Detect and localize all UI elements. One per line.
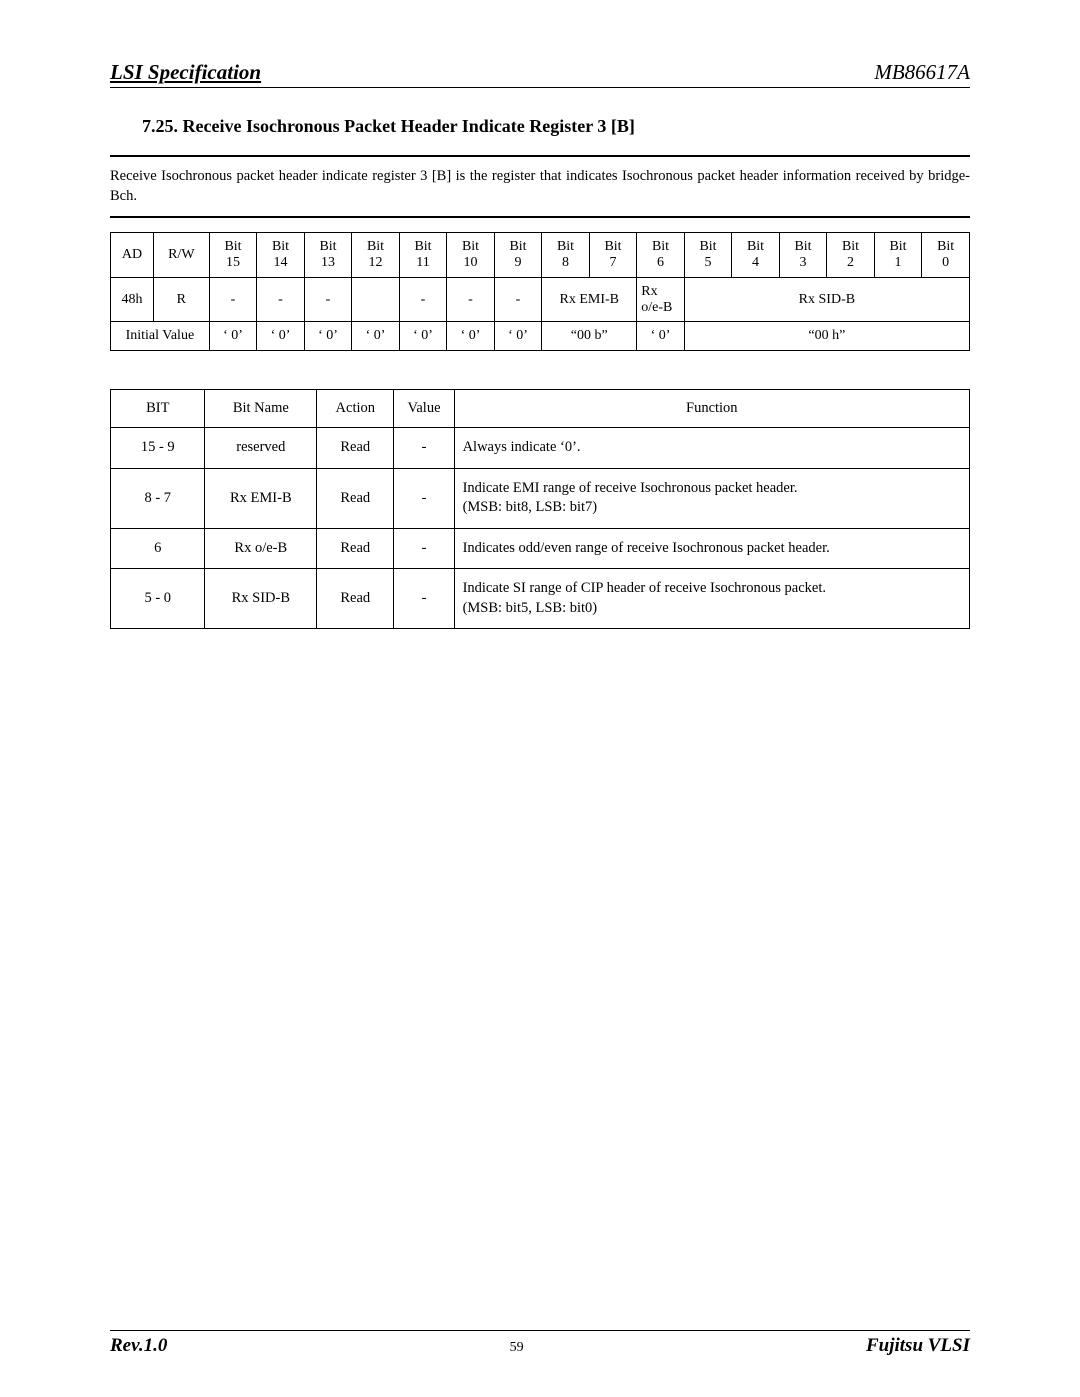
reg-hdr-bit14: Bit14 xyxy=(257,233,305,278)
reg-init-sid: “00 h” xyxy=(684,322,969,351)
bits-bit: 5 - 0 xyxy=(111,569,205,629)
reg-hdr-bit6: Bit6 xyxy=(637,233,685,278)
reg-hdr-bit1: Bit1 xyxy=(874,233,922,278)
reg-rw: R xyxy=(153,278,209,322)
header-left: LSI Specification xyxy=(110,60,261,85)
reg-b14: - xyxy=(257,278,305,322)
footer-rev: Rev.1.0 xyxy=(110,1335,167,1357)
bits-function: Indicate SI range of CIP header of recei… xyxy=(454,569,969,629)
bits-name: Rx SID-B xyxy=(205,569,317,629)
reg-hdr-ad: AD xyxy=(111,233,154,278)
register-table: AD R/W Bit15 Bit14 Bit13 Bit12 Bit11 Bit… xyxy=(110,232,970,351)
bits-action: Read xyxy=(317,468,394,528)
bits-hdr-bit: BIT xyxy=(111,390,205,428)
reg-hdr-bit2: Bit2 xyxy=(827,233,875,278)
reg-hdr-bit7: Bit7 xyxy=(589,233,637,278)
reg-init-b15: ‘ 0’ xyxy=(209,322,257,351)
reg-hdr-bit11: Bit11 xyxy=(399,233,447,278)
reg-b10: - xyxy=(447,278,495,322)
reg-hdr-bit15: Bit15 xyxy=(209,233,257,278)
footer-company: Fujitsu VLSI xyxy=(866,1335,970,1357)
page-header: LSI Specification MB86617A xyxy=(110,60,970,88)
register-data-row: 48h R - - - - - - Rx EMI-B Rxo/e-B Rx SI… xyxy=(111,278,970,322)
bits-row: 8 - 7Rx EMI-BRead-Indicate EMI range of … xyxy=(111,468,970,528)
reg-oe: Rxo/e-B xyxy=(637,278,685,322)
reg-init-b10: ‘ 0’ xyxy=(447,322,495,351)
bits-name: Rx o/e-B xyxy=(205,528,317,569)
bits-action: Read xyxy=(317,428,394,469)
reg-b15: - xyxy=(209,278,257,322)
reg-b9: - xyxy=(494,278,542,322)
bits-header-row: BIT Bit Name Action Value Function xyxy=(111,390,970,428)
bits-function: Indicates odd/even range of receive Isoc… xyxy=(454,528,969,569)
bits-value: - xyxy=(394,528,454,569)
header-right: MB86617A xyxy=(874,60,970,85)
reg-emi: Rx EMI-B xyxy=(542,278,637,322)
bits-hdr-action: Action xyxy=(317,390,394,428)
reg-init-b13: ‘ 0’ xyxy=(304,322,352,351)
reg-init-b12: ‘ 0’ xyxy=(352,322,400,351)
reg-init-b14: ‘ 0’ xyxy=(257,322,305,351)
bits-row: 5 - 0Rx SID-BRead-Indicate SI range of C… xyxy=(111,569,970,629)
reg-hdr-bit9: Bit9 xyxy=(494,233,542,278)
reg-hdr-rw: R/W xyxy=(153,233,209,278)
bits-hdr-function: Function xyxy=(454,390,969,428)
footer-page: 59 xyxy=(510,1340,524,1356)
bits-value: - xyxy=(394,468,454,528)
reg-init-label: Initial Value xyxy=(111,322,210,351)
reg-sid: Rx SID-B xyxy=(684,278,969,322)
reg-init-oe: ‘ 0’ xyxy=(637,322,685,351)
bits-function: Indicate EMI range of receive Isochronou… xyxy=(454,468,969,528)
reg-hdr-bit5: Bit5 xyxy=(684,233,732,278)
register-init-row: Initial Value ‘ 0’ ‘ 0’ ‘ 0’ ‘ 0’ ‘ 0’ ‘… xyxy=(111,322,970,351)
bits-function: Always indicate ‘0’. xyxy=(454,428,969,469)
bits-table: BIT Bit Name Action Value Function 15 - … xyxy=(110,389,970,629)
page-footer: Rev.1.0 59 Fujitsu VLSI xyxy=(110,1330,970,1357)
reg-b11: - xyxy=(399,278,447,322)
rule-top xyxy=(110,155,970,157)
bits-row: 15 - 9reservedRead-Always indicate ‘0’. xyxy=(111,428,970,469)
reg-hdr-bit8: Bit8 xyxy=(542,233,590,278)
reg-b12 xyxy=(352,278,400,322)
bits-value: - xyxy=(394,569,454,629)
reg-ad: 48h xyxy=(111,278,154,322)
reg-hdr-bit4: Bit4 xyxy=(732,233,780,278)
bits-name: reserved xyxy=(205,428,317,469)
bits-bit: 6 xyxy=(111,528,205,569)
page: LSI Specification MB86617A 7.25. Receive… xyxy=(0,0,1080,1397)
section-title: 7.25. Receive Isochronous Packet Header … xyxy=(142,116,970,137)
bits-hdr-name: Bit Name xyxy=(205,390,317,428)
reg-b13: - xyxy=(304,278,352,322)
reg-hdr-bit10: Bit10 xyxy=(447,233,495,278)
reg-init-emi: “00 b” xyxy=(542,322,637,351)
bits-bit: 8 - 7 xyxy=(111,468,205,528)
bits-action: Read xyxy=(317,528,394,569)
register-header-row: AD R/W Bit15 Bit14 Bit13 Bit12 Bit11 Bit… xyxy=(111,233,970,278)
bits-name: Rx EMI-B xyxy=(205,468,317,528)
bits-hdr-value: Value xyxy=(394,390,454,428)
reg-init-b9: ‘ 0’ xyxy=(494,322,542,351)
bits-action: Read xyxy=(317,569,394,629)
reg-init-b11: ‘ 0’ xyxy=(399,322,447,351)
reg-hdr-bit3: Bit3 xyxy=(779,233,827,278)
reg-hdr-bit13: Bit13 xyxy=(304,233,352,278)
bits-value: - xyxy=(394,428,454,469)
rule-bottom xyxy=(110,216,970,218)
bits-bit: 15 - 9 xyxy=(111,428,205,469)
bits-row: 6Rx o/e-BRead-Indicates odd/even range o… xyxy=(111,528,970,569)
reg-hdr-bit0: Bit0 xyxy=(922,233,970,278)
reg-hdr-bit12: Bit12 xyxy=(352,233,400,278)
section-description: Receive Isochronous packet header indica… xyxy=(110,167,970,206)
